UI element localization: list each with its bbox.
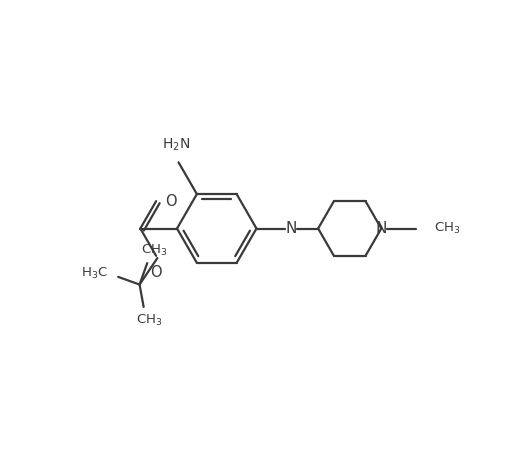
Text: CH$_3$: CH$_3$ — [141, 243, 167, 258]
Text: CH$_3$: CH$_3$ — [135, 313, 162, 328]
Text: O: O — [165, 194, 177, 209]
Text: O: O — [150, 265, 162, 280]
Text: H$_3$C: H$_3$C — [81, 266, 108, 281]
Text: H$_2$N: H$_2$N — [162, 137, 190, 153]
Text: N: N — [285, 221, 297, 236]
Text: CH$_3$: CH$_3$ — [434, 221, 460, 236]
Text: N: N — [375, 221, 387, 236]
